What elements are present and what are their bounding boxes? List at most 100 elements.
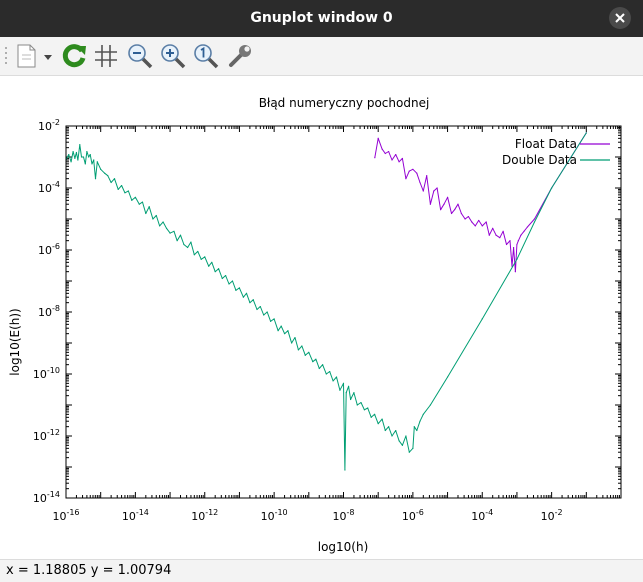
data-point-double — [356, 404, 358, 406]
data-point-double — [308, 351, 310, 353]
data-point-float — [495, 234, 497, 236]
chart[interactable]: Błąd numeryczny pochodnej log10(h) log10… — [0, 76, 643, 559]
data-point-double — [169, 232, 171, 234]
data-point-double — [93, 159, 95, 161]
y-axis-label: log10(E(h)) — [8, 308, 22, 375]
legend: Float Data Double Data — [502, 137, 610, 167]
data-point-double — [283, 333, 286, 335]
y-tick-label: 10-12 — [33, 428, 60, 443]
y-tick-label: 10-4 — [38, 180, 60, 195]
data-point-double — [79, 144, 81, 146]
data-point-double — [107, 175, 109, 177]
data-point-double — [110, 181, 112, 184]
toolbar-grip[interactable] — [4, 45, 8, 67]
replot-button[interactable] — [60, 42, 88, 70]
zoom-reset-button[interactable] — [192, 42, 220, 70]
data-point-float — [492, 227, 494, 229]
data-point-double — [225, 274, 227, 277]
data-point-double — [197, 250, 199, 253]
x-tick-exponent: -8 — [347, 508, 355, 517]
data-point-float — [377, 137, 379, 139]
data-point-double — [68, 153, 70, 156]
data-point-double — [291, 342, 293, 344]
data-point-double — [84, 163, 86, 165]
data-point-double — [318, 367, 320, 370]
data-point-double — [332, 380, 334, 382]
data-point-float — [384, 152, 386, 155]
data-point-double — [277, 330, 279, 332]
zoom-in-button[interactable] — [159, 42, 187, 70]
data-point-double — [287, 330, 289, 332]
data-point-double — [304, 354, 306, 356]
data-point-double — [138, 203, 140, 205]
data-point-float — [416, 172, 418, 174]
replot-icon — [62, 44, 86, 68]
data-point-float — [485, 221, 487, 223]
data-point-double — [345, 392, 347, 394]
data-point-double — [214, 271, 216, 273]
data-point-double — [263, 314, 265, 316]
data-point-float — [405, 178, 407, 180]
x-tick-base: 10 — [52, 510, 66, 523]
data-point-double — [367, 407, 369, 409]
toolbar — [0, 37, 643, 76]
data-point-double — [235, 289, 237, 291]
data-point-double — [516, 258, 518, 260]
grid-button[interactable] — [92, 42, 120, 70]
data-point-double — [360, 401, 362, 404]
x-tick-label: 10-12 — [191, 508, 218, 523]
data-point-double — [145, 212, 147, 215]
data-point-double — [252, 299, 254, 301]
data-point-double — [315, 358, 317, 360]
data-point-double — [117, 188, 119, 191]
y-tick-exponent: -4 — [52, 180, 60, 189]
data-point-float — [505, 243, 508, 246]
data-point-double — [347, 385, 350, 387]
legend-label-double: Double Data — [502, 153, 577, 167]
y-tick-exponent: -12 — [47, 428, 60, 437]
data-point-double — [89, 153, 91, 156]
data-point-double — [388, 426, 390, 428]
data-point-float — [433, 190, 435, 192]
x-tick-exponent: -10 — [275, 508, 288, 517]
chart-title: Błąd numeryczny pochodnej — [259, 96, 430, 110]
data-point-double — [217, 268, 220, 270]
close-button[interactable] — [609, 7, 631, 29]
data-point-double — [86, 150, 88, 153]
data-point-double — [165, 227, 168, 229]
data-point-float — [419, 181, 421, 184]
x-tick-exponent: -2 — [555, 508, 563, 517]
data-point-double — [344, 469, 346, 471]
data-point-double — [120, 184, 123, 187]
x-tick-exponent: -4 — [485, 508, 493, 517]
data-point-double — [269, 320, 272, 322]
y-tick-label: 10-6 — [38, 242, 60, 257]
data-point-double — [412, 447, 414, 449]
data-point-double — [100, 168, 102, 170]
data-point-double — [80, 156, 83, 158]
y-tick-label: 10-8 — [38, 304, 60, 319]
data-point-double — [249, 302, 251, 304]
data-point-float — [509, 240, 511, 242]
window-title: Gnuplot window 0 — [250, 10, 393, 26]
data-point-double — [155, 214, 157, 217]
data-point-float — [401, 157, 404, 160]
x-tick-base: 10 — [541, 510, 555, 523]
export-button[interactable] — [14, 42, 56, 70]
x-tick-label: 10-8 — [333, 508, 355, 523]
data-point-double — [312, 361, 314, 363]
settings-button[interactable] — [226, 42, 254, 70]
data-point-double — [221, 277, 223, 280]
y-tick-base: 10 — [33, 368, 47, 381]
data-point-double — [416, 429, 418, 432]
data-point-double — [173, 230, 175, 232]
y-tick-exponent: -6 — [52, 242, 60, 251]
data-point-double — [335, 376, 338, 378]
data-point-float — [481, 225, 483, 227]
data-point-double — [381, 418, 383, 420]
x-tick-base: 10 — [471, 510, 485, 523]
y-tick-label: 10-2 — [38, 118, 60, 133]
plot-area[interactable]: Błąd numeryczny pochodnej log10(h) log10… — [0, 76, 643, 559]
zoom-out-button[interactable] — [126, 42, 154, 70]
data-point-double — [113, 178, 116, 180]
